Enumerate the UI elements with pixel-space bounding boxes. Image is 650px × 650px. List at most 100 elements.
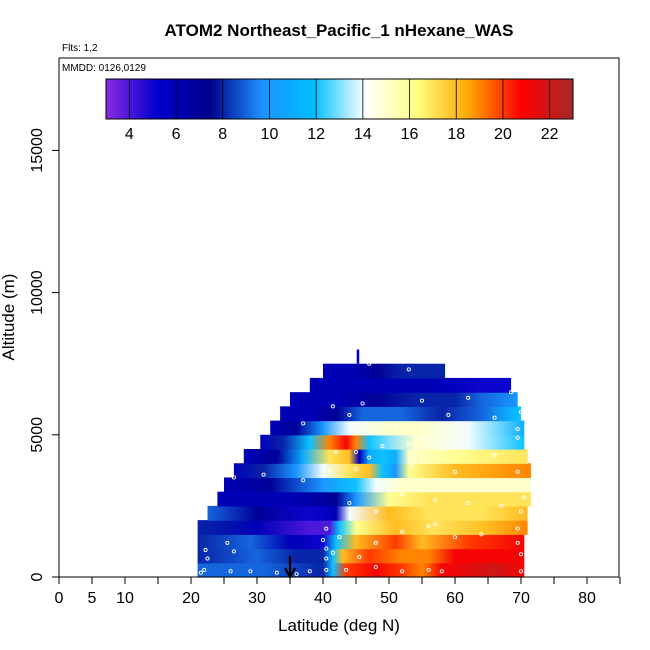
sample-point — [202, 567, 207, 572]
x-tick-label: 70 — [512, 590, 530, 607]
sample-point — [426, 523, 431, 528]
sample-point — [479, 532, 484, 537]
sample-point — [406, 441, 411, 446]
plot-frame — [58, 57, 620, 578]
sample-point — [452, 535, 458, 540]
sample-point — [198, 570, 203, 575]
sample-point — [360, 401, 365, 406]
heatmap-band — [197, 520, 528, 535]
sample-point — [353, 449, 359, 454]
sample-point — [225, 540, 230, 545]
sample-point — [515, 526, 520, 531]
sample-point — [452, 469, 458, 474]
sample-point — [330, 550, 335, 555]
sample-point — [228, 569, 233, 574]
sample-point — [400, 569, 405, 574]
sample-point — [518, 569, 524, 574]
heatmap-band — [309, 377, 512, 393]
sample-point — [518, 409, 524, 415]
sample-point — [410, 464, 415, 469]
heatmap-band — [270, 420, 525, 436]
heatmap-band — [197, 562, 525, 578]
colorbar-tick-label: 12 — [307, 126, 325, 143]
sample-point — [301, 478, 306, 483]
sample-point — [509, 390, 514, 395]
sample-point — [446, 412, 451, 417]
chart-title: ATOM2 Northeast_Pacific_1 nHexane_WAS — [165, 21, 514, 40]
sample-point — [433, 498, 438, 503]
sample-point — [327, 469, 332, 474]
sample-point — [324, 567, 329, 572]
dates-label: MMDD: 0126,0129 — [62, 63, 146, 74]
y-tick-label: 10000 — [29, 270, 46, 315]
sample-point — [307, 569, 312, 574]
heatmap-band — [197, 534, 525, 550]
heatmap-band — [233, 463, 531, 479]
y-tick-label: 5000 — [29, 417, 46, 453]
sample-point — [344, 567, 349, 572]
sample-point — [205, 556, 210, 561]
heatmap-band — [323, 363, 446, 379]
y-axis: 0 5000 10000 15000 — [29, 128, 59, 581]
colorbar-tick-label: 16 — [401, 126, 419, 143]
plot-area — [197, 349, 531, 580]
sample-point — [294, 572, 299, 577]
sample-point — [231, 475, 236, 480]
x-tick-label: 60 — [446, 590, 464, 607]
x-tick-label: 50 — [380, 590, 398, 607]
heatmap-band — [207, 505, 528, 521]
heatmap-band — [290, 392, 518, 407]
x-tick-label: 80 — [578, 590, 596, 607]
y-axis-label: Altitude (m) — [0, 274, 18, 361]
sample-point — [492, 415, 497, 420]
sample-point — [337, 535, 342, 540]
heatmap-band — [260, 434, 525, 450]
colorbar-tick-label: 22 — [541, 126, 559, 143]
y-tick-label: 0 — [29, 572, 46, 581]
x-tick-label: 10 — [116, 590, 134, 607]
sample-point — [393, 424, 398, 429]
sample-point — [515, 469, 520, 474]
colorbar-tick-label: 18 — [447, 126, 465, 143]
heatmap-band — [217, 491, 531, 507]
sample-point — [439, 446, 444, 452]
x-tick-label: 40 — [314, 590, 332, 607]
sample-point — [373, 564, 378, 570]
sample-point — [466, 501, 471, 506]
x-tick-label: 30 — [248, 590, 266, 607]
sample-point — [324, 526, 329, 531]
sample-point — [515, 427, 520, 432]
sample-point — [518, 552, 524, 557]
sample-point — [367, 455, 372, 460]
sample-point — [400, 529, 405, 534]
sample-point — [231, 549, 236, 554]
colorbar: 4 6 8 10 12 14 16 18 20 22 — [105, 78, 574, 143]
sample-point — [203, 547, 208, 553]
heatmap-band — [224, 477, 531, 493]
colorbar-tick-label: 8 — [218, 126, 227, 143]
sample-point — [380, 444, 385, 449]
colorbar-tick-label: 10 — [261, 126, 279, 143]
sample-point — [324, 546, 329, 551]
flights-label: Flts: 1,2 — [62, 43, 98, 54]
colorbar-tick-label: 14 — [354, 126, 372, 143]
heatmap-band — [280, 406, 521, 422]
sample-point — [373, 509, 378, 514]
x-tick-label: 0 — [55, 590, 64, 607]
y-tick-label: 15000 — [29, 128, 46, 173]
sample-point — [373, 540, 378, 545]
sample-point — [347, 501, 352, 506]
sample-point — [433, 522, 438, 527]
sample-point — [357, 555, 362, 560]
sample-point — [347, 412, 352, 417]
sample-point — [301, 421, 306, 426]
x-axis: 0 5 10 20 30 40 50 60 70 80 — [55, 577, 621, 607]
sample-point — [261, 472, 266, 477]
sample-point — [353, 466, 359, 471]
sample-point — [406, 367, 411, 372]
sample-point — [426, 567, 431, 572]
colorbar-ramp — [105, 78, 574, 120]
sample-point — [324, 556, 329, 561]
colorbar-tick-label: 6 — [172, 126, 181, 143]
sample-point — [367, 361, 372, 366]
